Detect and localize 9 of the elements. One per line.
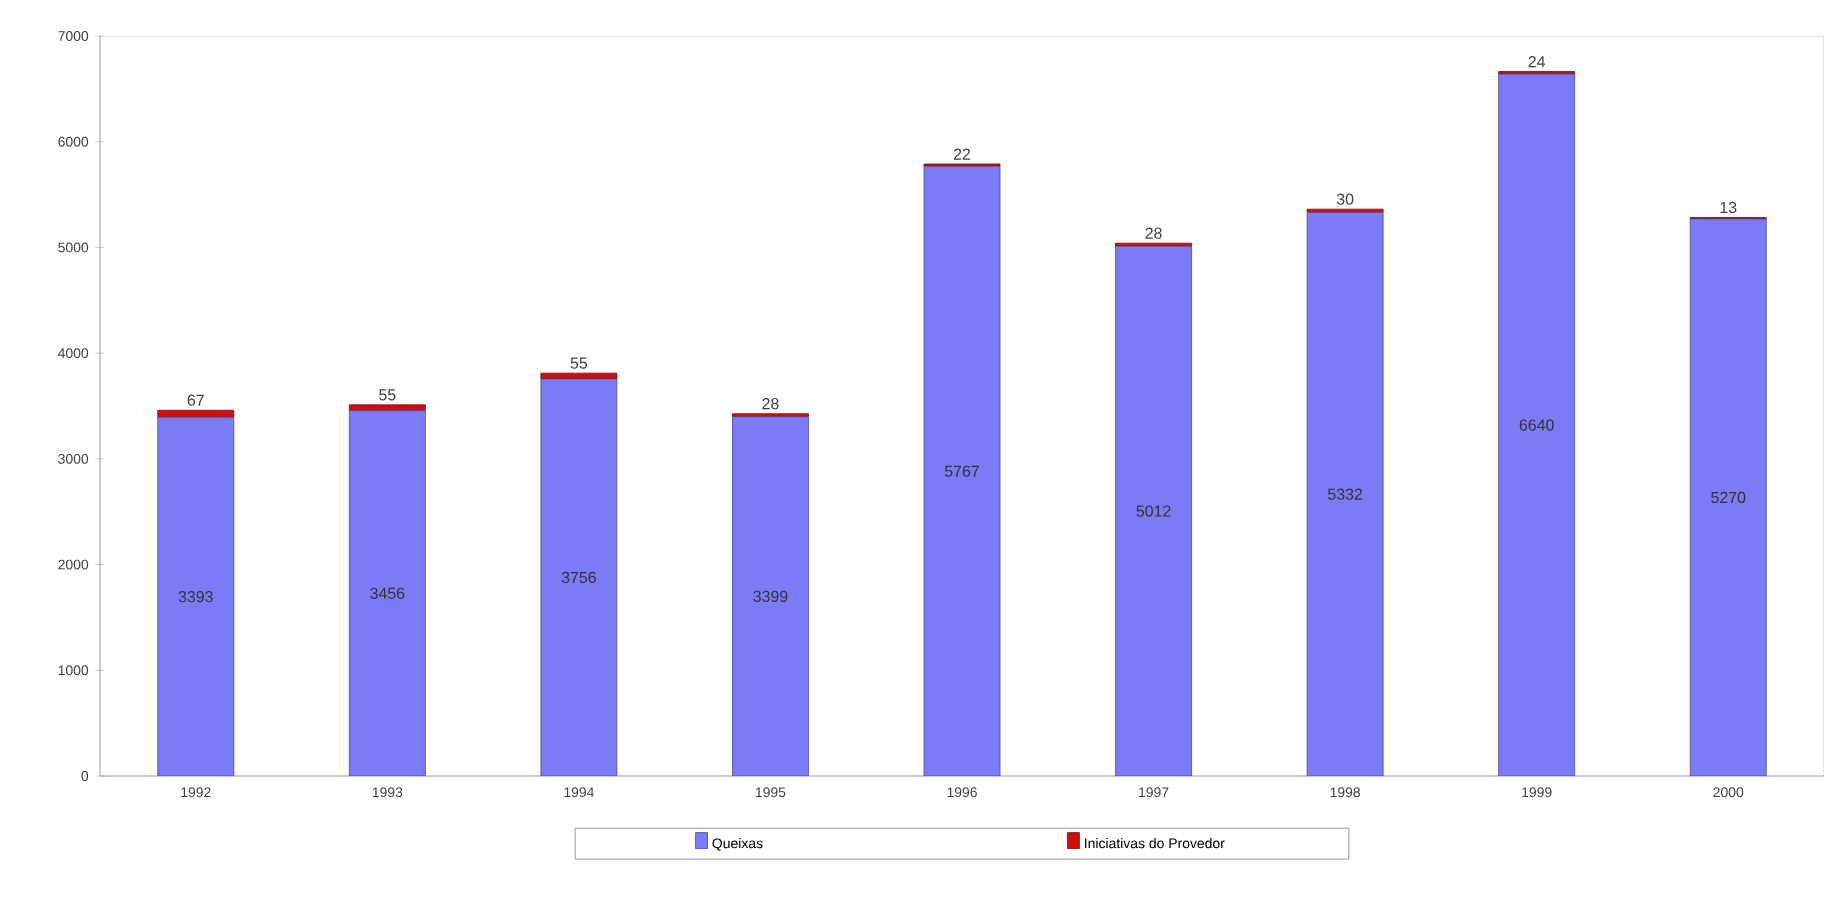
bar — [1115, 245, 1192, 776]
bar — [923, 165, 1001, 776]
bar — [1498, 73, 1576, 776]
bar — [540, 378, 618, 776]
bar — [1689, 218, 1767, 776]
bar — [1306, 211, 1384, 776]
bar — [157, 416, 235, 776]
bar — [348, 410, 426, 776]
bar — [732, 416, 809, 776]
